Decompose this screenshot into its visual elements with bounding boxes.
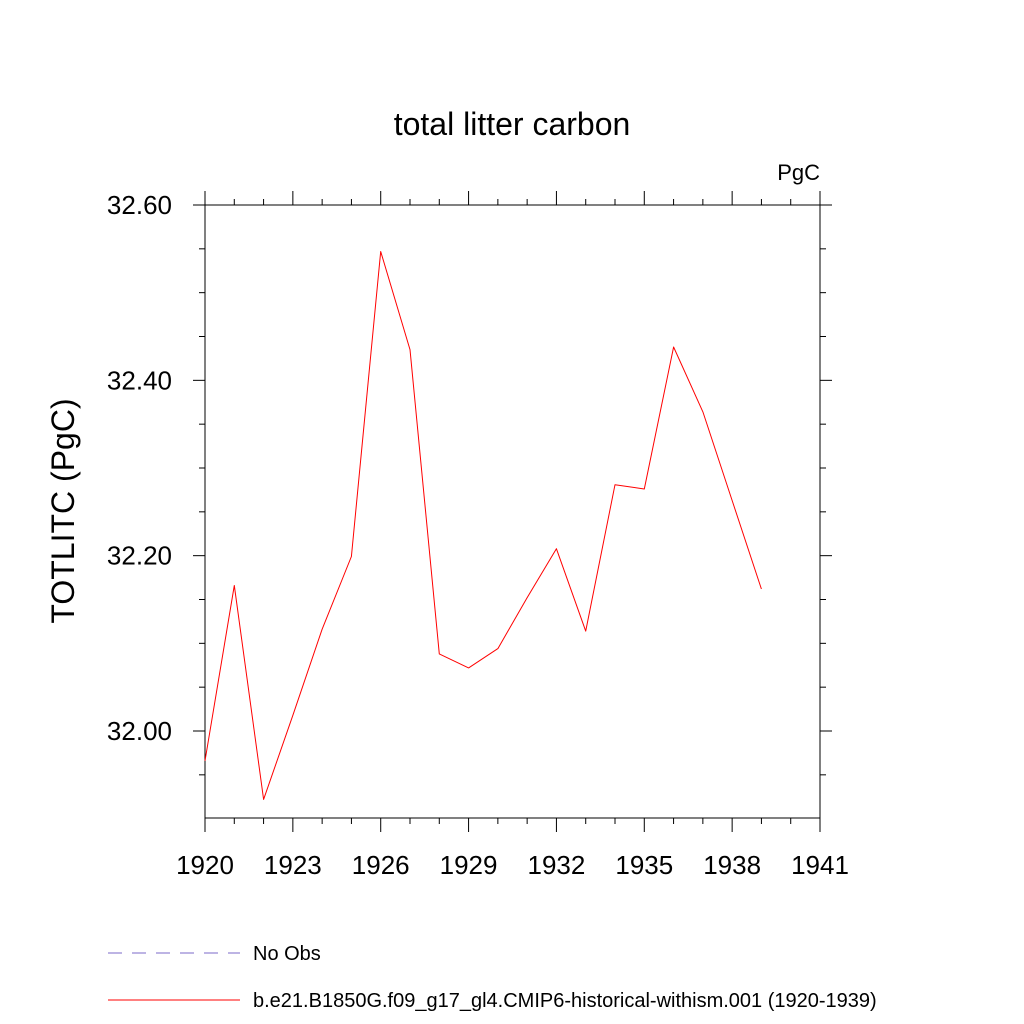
x-tick-label: 1941: [791, 850, 849, 880]
plot-lines: [204, 251, 762, 800]
x-tick-label: 1932: [528, 850, 586, 880]
series-line: [204, 251, 762, 800]
y-tick-label: 32.40: [107, 365, 172, 395]
chart-title: total litter carbon: [394, 106, 631, 142]
y-tick-label: 32.60: [107, 190, 172, 220]
x-tick-label: 1935: [615, 850, 673, 880]
y-tick-label: 32.20: [107, 541, 172, 571]
y-axis-label: TOTLITC (PgC): [45, 398, 81, 623]
legend-label: b.e21.B1850G.f09_g17_gl4.CMIP6-historica…: [253, 990, 877, 1012]
legend: No Obs b.e21.B1850G.f09_g17_gl4.CMIP6-his…: [108, 943, 877, 1012]
x-tick-label: 1938: [703, 850, 761, 880]
x-tick-label: 1926: [352, 850, 410, 880]
y-tick-label: 32.00: [107, 716, 172, 746]
x-tick-label: 1929: [440, 850, 498, 880]
plot-frame: [204, 204, 821, 819]
legend-label: No Obs: [253, 943, 321, 965]
plot-axes: 1920 1923 1926 1929 1932 1935 1938 1941 32.00 32.…: [107, 190, 849, 880]
x-tick-label: 1923: [264, 850, 322, 880]
units-label: PgC: [777, 160, 820, 185]
x-tick-label: 1920: [176, 850, 234, 880]
